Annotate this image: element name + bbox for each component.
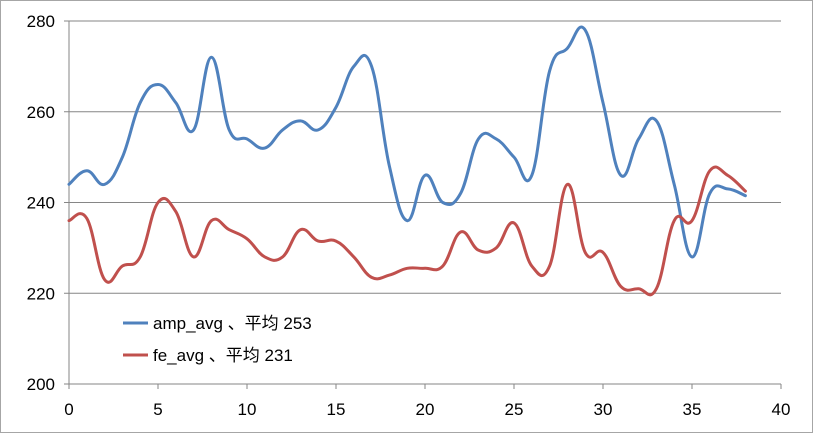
x-tick-label-25: 25 [505, 400, 524, 419]
x-tick-label-0: 0 [64, 400, 73, 419]
series-line-fe-avg [67, 165, 747, 297]
x-tick-label-35: 35 [683, 400, 702, 419]
gridlines [69, 20, 781, 294]
y-tick-labels: 200 220 240 260 280 [27, 12, 55, 394]
y-tick-label-200: 200 [27, 375, 55, 394]
axes [64, 20, 782, 389]
x-tick-label-20: 20 [416, 400, 435, 419]
legend-label-fe-avg: fe_avg 、平均 231 [153, 346, 293, 365]
y-tick-label-240: 240 [27, 194, 55, 213]
x-tick-label-5: 5 [153, 400, 162, 419]
series-lines [67, 25, 747, 297]
series-line-amp-avg [67, 25, 747, 259]
x-tick-label-30: 30 [594, 400, 613, 419]
x-tick-labels: 0 5 10 15 20 25 30 35 40 [64, 400, 790, 419]
y-tick-label-220: 220 [27, 284, 55, 303]
legend: amp_avg 、平均 253 fe_avg 、平均 231 [123, 314, 312, 365]
x-tick-label-10: 10 [238, 400, 257, 419]
x-tick-label-40: 40 [772, 400, 791, 419]
x-tick-label-15: 15 [327, 400, 346, 419]
legend-label-amp-avg: amp_avg 、平均 253 [153, 314, 312, 333]
y-tick-label-260: 260 [27, 103, 55, 122]
y-tick-label-280: 280 [27, 12, 55, 31]
